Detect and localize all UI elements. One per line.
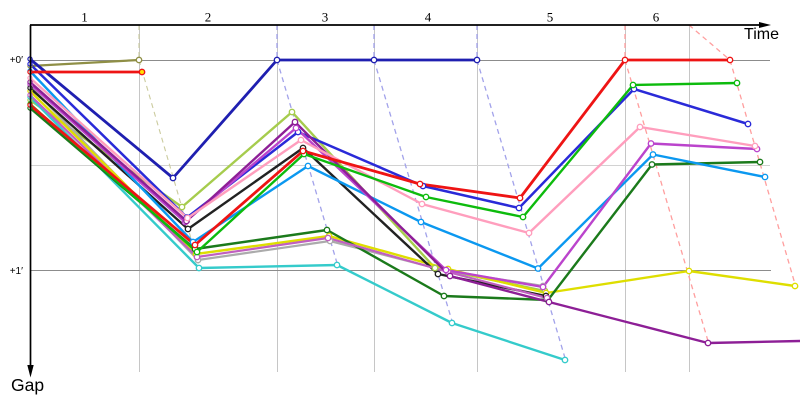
svg-text:5: 5 <box>547 10 554 25</box>
svg-text:3: 3 <box>322 10 329 25</box>
svg-text:1: 1 <box>81 10 88 25</box>
svg-text:Time: Time <box>744 26 779 43</box>
svg-text:4: 4 <box>425 10 432 25</box>
svg-text:2: 2 <box>205 10 212 25</box>
svg-text:Gap: Gap <box>11 375 44 395</box>
svg-text:+0′: +0′ <box>10 55 23 66</box>
svg-text:+1′: +1′ <box>10 266 23 277</box>
svg-text:6: 6 <box>653 10 660 25</box>
